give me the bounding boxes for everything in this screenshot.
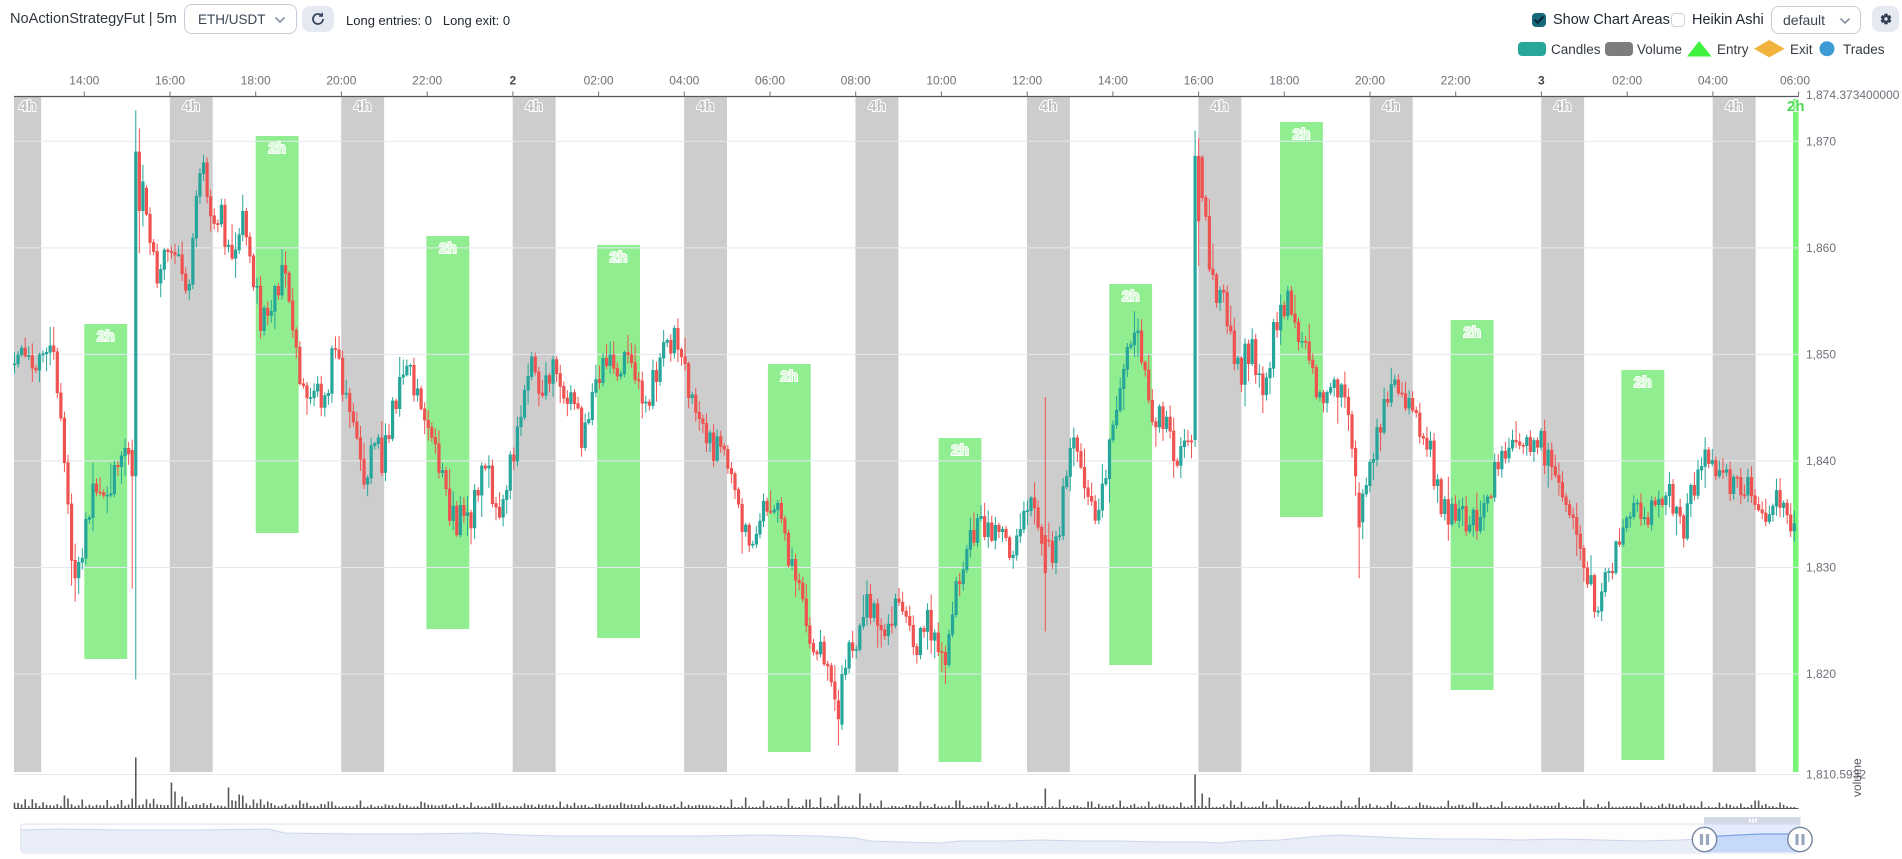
svg-text:12:00: 12:00 — [1012, 74, 1042, 88]
svg-text:2h: 2h — [1787, 98, 1805, 115]
svg-text:2h: 2h — [268, 140, 286, 157]
svg-text:2h: 2h — [781, 368, 799, 385]
svg-text:1,860: 1,860 — [1806, 241, 1836, 255]
svg-text:16:00: 16:00 — [1184, 74, 1214, 88]
svg-text:4h: 4h — [182, 98, 200, 115]
svg-text:4h: 4h — [1040, 98, 1058, 115]
svg-text:1,870: 1,870 — [1806, 134, 1836, 148]
svg-text:1,830: 1,830 — [1806, 561, 1836, 575]
svg-text:02:00: 02:00 — [1612, 74, 1642, 88]
svg-text:4h: 4h — [525, 98, 543, 115]
svg-text:2h: 2h — [97, 328, 115, 345]
svg-text:4h: 4h — [354, 98, 372, 115]
svg-text:22:00: 22:00 — [412, 74, 442, 88]
svg-text:14:00: 14:00 — [1098, 74, 1128, 88]
svg-text:06:00: 06:00 — [1780, 74, 1810, 88]
svg-text:18:00: 18:00 — [241, 74, 271, 88]
svg-text:04:00: 04:00 — [669, 74, 699, 88]
svg-text:2h: 2h — [1293, 126, 1311, 143]
svg-text:4h: 4h — [1382, 98, 1400, 115]
svg-text:4h: 4h — [1725, 98, 1743, 115]
svg-text:4h: 4h — [697, 98, 715, 115]
svg-text:2: 2 — [510, 74, 517, 88]
svg-text:2h: 2h — [1122, 288, 1140, 305]
svg-text:volume: volume — [1850, 758, 1864, 797]
svg-text:20:00: 20:00 — [1355, 74, 1385, 88]
svg-text:20:00: 20:00 — [326, 74, 356, 88]
svg-text:3: 3 — [1538, 74, 1545, 88]
svg-text:2h: 2h — [951, 442, 969, 459]
svg-text:4h: 4h — [1554, 98, 1572, 115]
svg-text:1,850: 1,850 — [1806, 347, 1836, 361]
svg-text:4h: 4h — [868, 98, 886, 115]
svg-text:1,810.5932: 1,810.5932 — [1806, 768, 1866, 782]
svg-text:4h: 4h — [19, 98, 37, 115]
svg-text:02:00: 02:00 — [584, 74, 614, 88]
svg-text:16:00: 16:00 — [155, 74, 185, 88]
svg-text:04:00: 04:00 — [1698, 74, 1728, 88]
svg-text:22:00: 22:00 — [1441, 74, 1471, 88]
svg-text:4h: 4h — [1211, 98, 1229, 115]
svg-text:1,874.373400000: 1,874.373400000 — [1806, 88, 1900, 102]
svg-text:06:00: 06:00 — [755, 74, 785, 88]
svg-text:2h: 2h — [610, 249, 628, 266]
svg-text:10:00: 10:00 — [926, 74, 956, 88]
svg-text:2h: 2h — [1634, 374, 1652, 391]
svg-text:1,840: 1,840 — [1806, 454, 1836, 468]
svg-text:08:00: 08:00 — [841, 74, 871, 88]
svg-text:18:00: 18:00 — [1269, 74, 1299, 88]
svg-text:14:00: 14:00 — [69, 74, 99, 88]
svg-text:1,820: 1,820 — [1806, 667, 1836, 681]
svg-text:2h: 2h — [1463, 324, 1481, 341]
svg-text:2h: 2h — [439, 240, 457, 257]
